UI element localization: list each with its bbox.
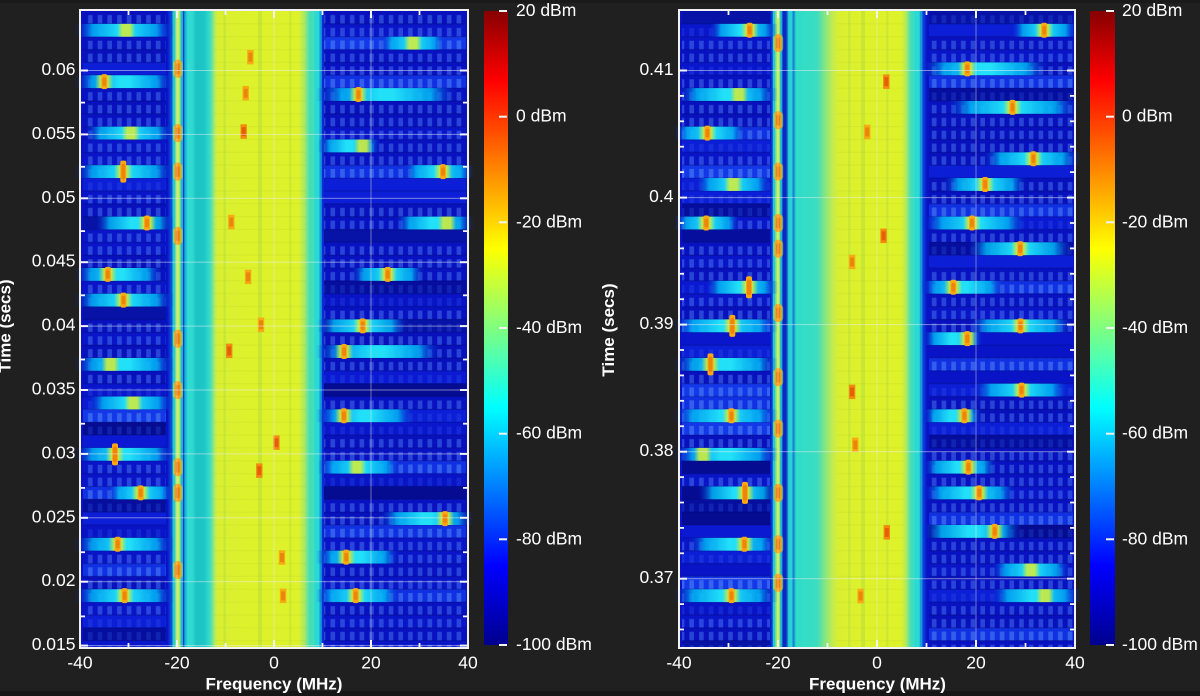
svg-text:-40 dBm: -40 dBm (1122, 317, 1188, 337)
svg-text:20: 20 (966, 653, 986, 673)
svg-text:0.055: 0.055 (32, 123, 76, 143)
svg-text:0.38: 0.38 (639, 440, 673, 460)
svg-text:-40 dBm: -40 dBm (516, 317, 582, 337)
svg-text:40: 40 (458, 653, 478, 673)
svg-text:0.04: 0.04 (41, 315, 75, 335)
svg-text:0.045: 0.045 (32, 251, 76, 271)
svg-text:0.02: 0.02 (41, 570, 75, 590)
svg-text:Time (secs): Time (secs) (0, 279, 15, 372)
svg-text:Frequency (MHz): Frequency (MHz) (809, 675, 946, 694)
svg-text:20 dBm: 20 dBm (516, 0, 576, 20)
svg-text:-40: -40 (67, 653, 93, 673)
svg-text:0: 0 (872, 653, 882, 673)
svg-text:Time (secs): Time (secs) (599, 283, 618, 376)
svg-text:0 dBm: 0 dBm (1122, 106, 1173, 126)
svg-text:-20 dBm: -20 dBm (516, 211, 582, 231)
svg-text:40: 40 (1065, 653, 1085, 673)
svg-text:-100 dBm: -100 dBm (516, 634, 592, 654)
svg-text:-60 dBm: -60 dBm (516, 423, 582, 443)
svg-text:0.06: 0.06 (41, 59, 75, 79)
svg-text:0.39: 0.39 (639, 313, 673, 333)
svg-text:0.035: 0.035 (32, 379, 76, 399)
svg-text:0: 0 (269, 653, 279, 673)
svg-text:-20: -20 (765, 653, 791, 673)
svg-text:-60 dBm: -60 dBm (1122, 423, 1188, 443)
svg-text:-80 dBm: -80 dBm (1122, 528, 1188, 548)
svg-text:Frequency (MHz): Frequency (MHz) (206, 675, 343, 694)
svg-text:0 dBm: 0 dBm (516, 106, 567, 126)
svg-text:0.41: 0.41 (639, 59, 673, 79)
svg-text:0.37: 0.37 (639, 567, 673, 587)
svg-text:-80 dBm: -80 dBm (516, 528, 582, 548)
svg-text:0.015: 0.015 (32, 634, 76, 654)
svg-text:0.03: 0.03 (41, 442, 75, 462)
svg-text:-20: -20 (164, 653, 190, 673)
svg-text:0.025: 0.025 (32, 506, 76, 526)
svg-text:-100 dBm: -100 dBm (1122, 634, 1198, 654)
svg-text:0.05: 0.05 (41, 187, 75, 207)
svg-text:0.4: 0.4 (649, 186, 674, 206)
svg-text:-40: -40 (666, 653, 692, 673)
svg-text:20: 20 (361, 653, 381, 673)
svg-text:-20 dBm: -20 dBm (1122, 211, 1188, 231)
svg-text:20 dBm: 20 dBm (1122, 0, 1182, 20)
